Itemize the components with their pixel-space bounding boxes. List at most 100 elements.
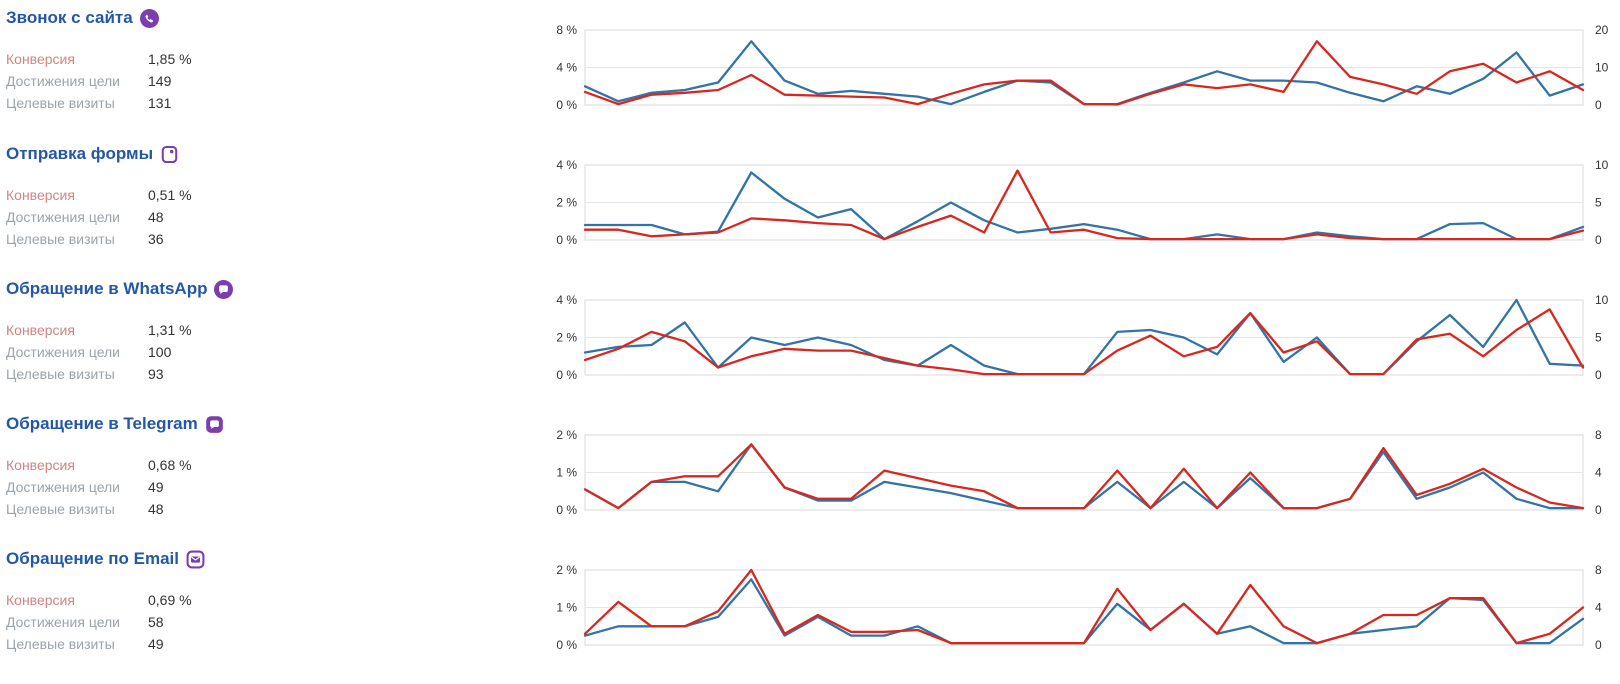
goal-title-label: Обращение в Telegram xyxy=(6,414,198,433)
goal-trend-chart-telegram[interactable]: 2 % 1 % 0 % 8 4 0 xyxy=(543,423,1620,522)
stat-row-goal-reaches: Достижения цели 48 xyxy=(6,206,526,228)
stat-row-conversion: Конверсия 1,31 % xyxy=(6,319,526,341)
stat-value: 93 xyxy=(148,366,164,382)
stat-value: 0,69 % xyxy=(148,592,192,608)
red-line-series xyxy=(583,40,1585,106)
stat-row-goal-reaches: Достижения цели 149 xyxy=(6,70,526,92)
stat-value: 49 xyxy=(148,479,164,495)
left-axis-tick: 2 % xyxy=(556,428,577,442)
stat-row-target-visits: Целевые визиты 131 xyxy=(6,92,526,114)
goal-title-whatsapp[interactable]: Обращение в WhatsApp xyxy=(6,279,526,299)
blue-line-series xyxy=(583,443,1585,510)
left-axis-tick: 4 % xyxy=(556,158,577,172)
stat-row-goal-reaches: Достижения цели 100 xyxy=(6,341,526,363)
right-axis-tick: 8 xyxy=(1595,428,1602,442)
goal-stats: Конверсия 0,68 % Достижения цели 49 Целе… xyxy=(6,454,526,520)
whatsapp-chat-icon xyxy=(214,279,234,299)
right-axis-tick: 0 xyxy=(1595,638,1602,652)
line-chart-svg: 2 % 1 % 0 % 8 4 0 xyxy=(556,563,1602,652)
blue-line-series xyxy=(583,40,1585,106)
right-axis-tick: 0 xyxy=(1595,368,1602,382)
right-axis-tick: 0 xyxy=(1595,503,1602,517)
stat-value: 48 xyxy=(148,501,164,517)
stat-row-target-visits: Целевые визиты 49 xyxy=(6,633,526,655)
left-axis-tick: 4 % xyxy=(556,61,577,75)
goal-title-telegram[interactable]: Обращение в Telegram xyxy=(6,414,526,434)
left-axis-tick: 0 % xyxy=(556,233,577,247)
stat-row-target-visits: Целевые визиты 93 xyxy=(6,363,526,385)
stat-value: 100 xyxy=(148,344,172,360)
goal-title-label: Обращение по Email xyxy=(6,549,179,568)
left-axis-tick: 0 % xyxy=(556,368,577,382)
goal-title-email[interactable]: Обращение по Email xyxy=(6,549,526,569)
left-axis-tick: 0 % xyxy=(556,98,577,112)
stat-row-conversion: Конверсия 0,68 % xyxy=(6,454,526,476)
stat-label: Достижения цели xyxy=(6,209,121,225)
stat-label: Конверсия xyxy=(6,322,75,338)
goal-trend-chart-call[interactable]: 8 % 4 % 0 % 20 10 0 xyxy=(543,18,1620,117)
stat-value: 49 xyxy=(148,636,164,652)
stat-value: 131 xyxy=(148,95,172,111)
stat-label: Целевые визиты xyxy=(6,501,115,517)
goal-trend-chart-whatsapp[interactable]: 4 % 2 % 0 % 10 5 0 xyxy=(543,288,1620,387)
stat-label: Конверсия xyxy=(6,592,75,608)
goal-section-telegram: Обращение в Telegram Конверсия 0,68 % До… xyxy=(6,414,526,520)
right-axis-tick: 10 xyxy=(1595,158,1609,172)
goal-title-call[interactable]: Звонок с сайта xyxy=(6,8,526,28)
left-axis-tick: 0 % xyxy=(556,638,577,652)
goal-title-label: Обращение в WhatsApp xyxy=(6,279,208,298)
right-axis-tick: 4 xyxy=(1595,466,1602,480)
right-axis-tick: 5 xyxy=(1595,331,1602,345)
stat-label: Достижения цели xyxy=(6,479,121,495)
left-axis-tick: 2 % xyxy=(556,196,577,210)
red-line-series xyxy=(583,308,1585,376)
stat-label: Достижения цели xyxy=(6,614,121,630)
goal-stats: Конверсия 0,69 % Достижения цели 58 Целе… xyxy=(6,589,526,655)
left-axis-tick: 8 % xyxy=(556,23,577,37)
stat-row-conversion: Конверсия 0,51 % xyxy=(6,184,526,206)
stat-label: Конверсия xyxy=(6,187,75,203)
goal-section-call: Звонок с сайта Конверсия 1,85 % Достижен… xyxy=(6,8,526,114)
form-icon xyxy=(160,145,179,164)
right-axis-tick: 0 xyxy=(1595,233,1602,247)
right-axis-tick: 0 xyxy=(1595,98,1602,112)
left-axis-tick: 1 % xyxy=(556,601,577,615)
stat-value: 0,68 % xyxy=(148,457,192,473)
right-axis-tick: 5 xyxy=(1595,196,1602,210)
line-chart-svg: 4 % 2 % 0 % 10 5 0 xyxy=(556,158,1609,247)
stat-label: Целевые визиты xyxy=(6,95,115,111)
line-chart-svg: 8 % 4 % 0 % 20 10 0 xyxy=(556,23,1609,112)
goal-stats: Конверсия 1,31 % Достижения цели 100 Цел… xyxy=(6,319,526,385)
stat-label: Целевые визиты xyxy=(6,636,115,652)
stat-value: 1,31 % xyxy=(148,322,192,338)
stat-value: 0,51 % xyxy=(148,187,192,203)
stat-label: Целевые визиты xyxy=(6,366,115,382)
right-axis-tick: 10 xyxy=(1595,61,1609,75)
stat-value: 58 xyxy=(148,614,164,630)
stat-row-conversion: Конверсия 1,85 % xyxy=(6,48,526,70)
line-chart-svg: 2 % 1 % 0 % 8 4 0 xyxy=(556,428,1602,517)
goal-stats: Конверсия 1,85 % Достижения цели 149 Цел… xyxy=(6,48,526,114)
goal-section-email: Обращение по Email Конверсия 0,69 % Дост… xyxy=(6,549,526,655)
goal-title-label: Отправка формы xyxy=(6,144,154,163)
red-line-series xyxy=(583,443,1585,510)
stat-value: 149 xyxy=(148,73,172,89)
red-line-series xyxy=(583,568,1585,645)
email-icon xyxy=(186,550,205,569)
right-axis-tick: 8 xyxy=(1595,563,1602,577)
goal-section-whatsapp: Обращение в WhatsApp Конверсия 1,31 % До… xyxy=(6,279,526,385)
goal-trend-chart-email[interactable]: 2 % 1 % 0 % 8 4 0 xyxy=(543,558,1620,657)
stat-value: 1,85 % xyxy=(148,51,192,67)
goal-stats: Конверсия 0,51 % Достижения цели 48 Целе… xyxy=(6,184,526,250)
red-line-series xyxy=(583,169,1585,241)
goal-trend-chart-form[interactable]: 4 % 2 % 0 % 10 5 0 xyxy=(543,153,1620,252)
telegram-chat-icon xyxy=(205,415,224,434)
stat-label: Достижения цели xyxy=(6,344,121,360)
left-axis-tick: 1 % xyxy=(556,466,577,480)
phone-icon xyxy=(139,8,159,28)
stat-label: Достижения цели xyxy=(6,73,121,89)
right-axis-tick: 20 xyxy=(1595,23,1609,37)
stat-row-conversion: Конверсия 0,69 % xyxy=(6,589,526,611)
goal-title-form[interactable]: Отправка формы xyxy=(6,144,526,164)
stat-value: 36 xyxy=(148,231,164,247)
